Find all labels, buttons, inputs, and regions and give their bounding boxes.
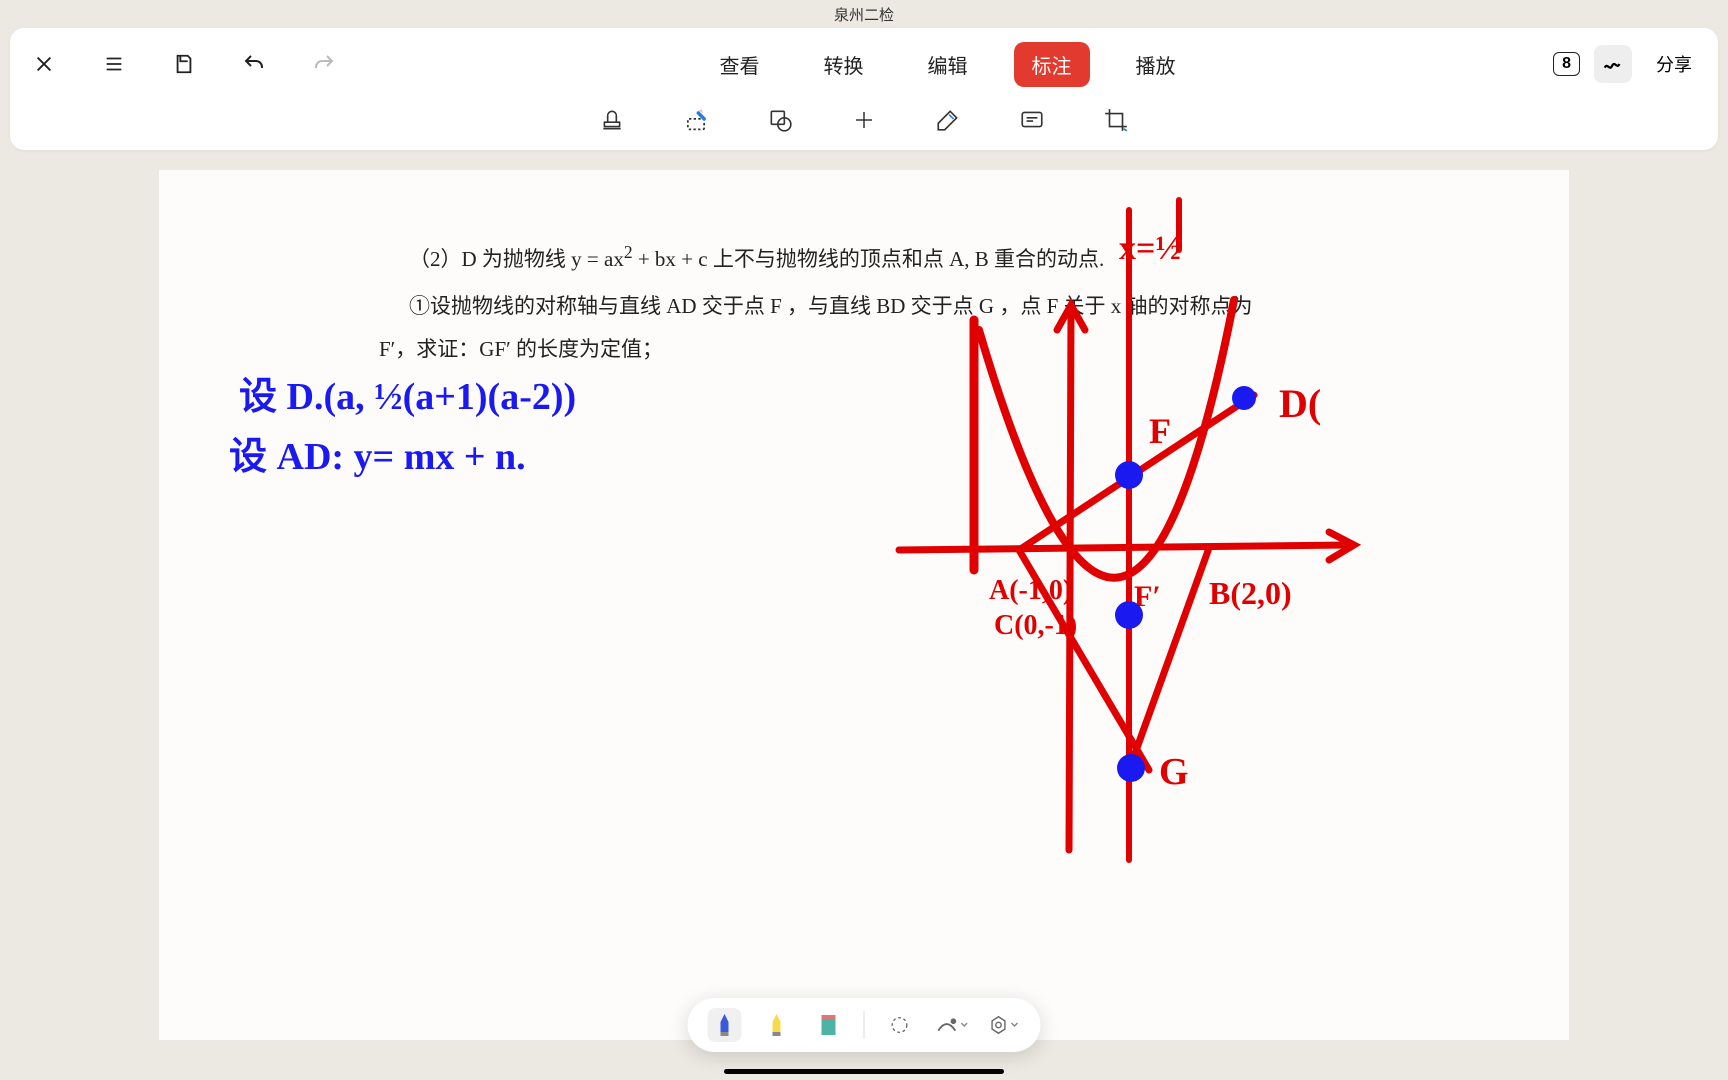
lasso-icon[interactable] <box>883 1008 917 1042</box>
page-number-badge[interactable]: 8 <box>1553 52 1580 76</box>
home-indicator <box>724 1069 1004 1074</box>
stamp-icon[interactable] <box>596 104 628 136</box>
toolbar-divider <box>864 1011 865 1039</box>
label-B: B(2,0) <box>1209 575 1292 612</box>
label-F: F <box>1149 410 1171 452</box>
tab-annotate[interactable]: 标注 <box>1014 42 1090 87</box>
toolbar-row-2 <box>26 90 1702 144</box>
label-A: A(-1,0) <box>989 575 1072 607</box>
stroke-width-icon[interactable] <box>935 1008 969 1042</box>
label-x-half: x=½ <box>1119 230 1181 268</box>
highlighter-yellow[interactable] <box>760 1008 794 1042</box>
label-Fprime: F′ <box>1134 580 1161 614</box>
share-button[interactable]: 分享 <box>1646 45 1702 83</box>
label-C: C(0,-1) <box>994 610 1077 642</box>
crop-icon[interactable] <box>1100 104 1132 136</box>
window-title: 泉州二检 <box>0 0 1728 28</box>
tab-view[interactable]: 查看 <box>702 42 778 87</box>
left-button-group <box>26 46 342 82</box>
tab-edit[interactable]: 编辑 <box>910 42 986 87</box>
label-D: D( <box>1279 380 1321 427</box>
settings-icon[interactable] <box>987 1008 1021 1042</box>
right-button-group: 8 分享 <box>1553 45 1702 83</box>
pen-blue[interactable] <box>708 1008 742 1042</box>
problem-line-1: （2）D 为抛物线 y = ax2 + bx + c 上不与抛物线的顶点和点 A… <box>409 236 1104 280</box>
tab-convert[interactable]: 转换 <box>806 42 882 87</box>
problem-line-2: ①设抛物线的对称轴与直线 AD 交于点 F ，与直线 BD 交于点 G ，点 F… <box>409 287 1253 327</box>
plus-icon[interactable] <box>848 104 880 136</box>
highlighter-teal[interactable] <box>812 1008 846 1042</box>
shape-icon[interactable] <box>764 104 796 136</box>
redo-icon[interactable] <box>306 46 342 82</box>
mode-tabs: 查看 转换 编辑 标注 播放 <box>342 42 1553 87</box>
freehand-toggle[interactable] <box>1594 45 1632 83</box>
comment-icon[interactable] <box>1016 104 1048 136</box>
point-G <box>1117 754 1145 782</box>
toolbar-row-1: 查看 转换 编辑 标注 播放 8 分享 <box>26 38 1702 90</box>
problem-line-3: F′，求证：GF′ 的长度为定值； <box>379 330 663 370</box>
document-canvas[interactable]: （2）D 为抛物线 y = ax2 + bx + c 上不与抛物线的顶点和点 A… <box>159 170 1569 1040</box>
undo-icon[interactable] <box>236 46 272 82</box>
pen-icon[interactable] <box>932 104 964 136</box>
handwriting-blue-1: 设 D.(a, ½(a+1)(a-2)) <box>239 365 576 420</box>
point-D <box>1232 386 1256 410</box>
close-button[interactable] <box>26 46 62 82</box>
handwriting-blue-2: 设 AD: y= mx + n. <box>229 425 526 480</box>
pen-toolbar <box>688 998 1041 1052</box>
save-icon[interactable] <box>166 46 202 82</box>
tab-play[interactable]: 播放 <box>1118 42 1194 87</box>
point-F <box>1115 461 1143 489</box>
eraser-icon[interactable] <box>680 104 712 136</box>
menu-icon[interactable] <box>96 46 132 82</box>
label-G: G <box>1159 750 1189 794</box>
main-toolbar: 查看 转换 编辑 标注 播放 8 分享 <box>10 28 1718 150</box>
